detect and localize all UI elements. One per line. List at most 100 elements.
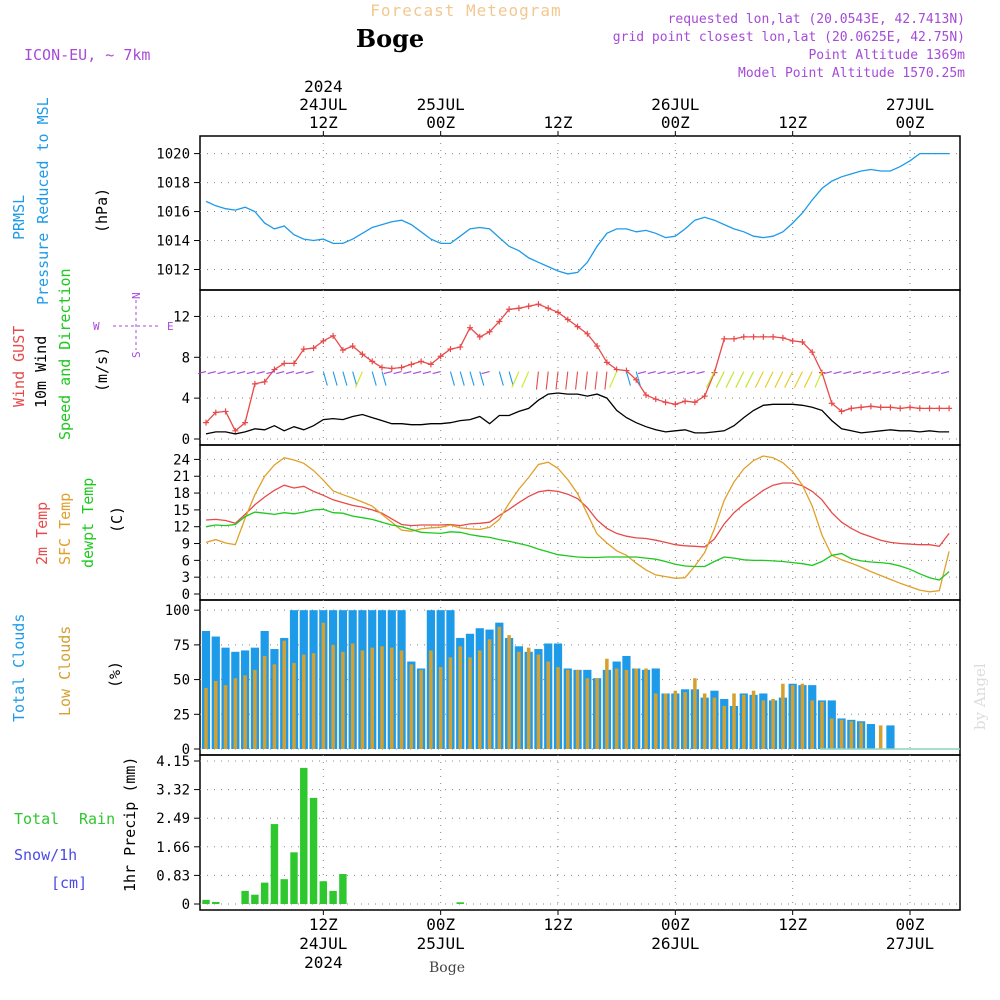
low-cloud-bar — [409, 664, 414, 749]
low-cloud-bar — [693, 678, 697, 749]
gust-line-marker — [643, 392, 649, 399]
low-cloud-bar — [859, 722, 863, 749]
wind-direction-arrow — [635, 371, 641, 386]
gust-line-marker — [867, 403, 874, 410]
wind-direction-arrow — [705, 371, 715, 388]
wind-direction-arrow — [764, 371, 774, 388]
bottom-time-label: 12Z — [544, 915, 573, 934]
wind-direction-arrow — [735, 371, 745, 388]
low-cloud-bar — [878, 725, 883, 749]
compass-w: W — [93, 320, 100, 333]
cloud-labels: Total Clouds Low Clouds (%) — [10, 614, 124, 722]
label-prmsl: PRMSL — [10, 195, 28, 240]
gust-line-marker — [291, 360, 297, 367]
low-cloud-bar — [556, 667, 560, 749]
top-time-label: 24JUL — [299, 95, 347, 114]
ytick-label-temp: 24 — [173, 452, 190, 468]
wind-direction-arrow — [459, 371, 465, 386]
rain-bar — [270, 824, 279, 904]
rain-bar — [251, 894, 259, 904]
wind-direction-arrow — [535, 371, 539, 390]
low-cloud-bar — [673, 690, 678, 749]
rain-bar — [290, 852, 298, 904]
low-cloud-bar — [820, 701, 824, 749]
wind-direction-arrow — [207, 371, 216, 375]
gust-line-marker — [369, 358, 376, 365]
wind-direction-arrow — [246, 371, 256, 375]
low-cloud-bar — [272, 664, 277, 749]
panel-frame-pressure — [199, 135, 961, 291]
low-cloud-bar — [644, 668, 648, 749]
model-name: ICON-EU, ~ 7km — [24, 46, 150, 64]
point-altitude: Point Altitude 1369m — [808, 48, 965, 63]
gust-line-marker — [731, 335, 737, 342]
gust-line-marker — [946, 405, 953, 412]
ytick-label-temp: 0 — [182, 587, 190, 603]
label-wind-gust: Wind GUST — [10, 326, 28, 407]
low-cloud-bar — [204, 687, 208, 749]
gust-line-marker — [838, 408, 845, 415]
low-cloud-bar — [751, 690, 756, 749]
label-snow: Snow/1h — [14, 846, 77, 864]
low-cloud-bar — [585, 678, 590, 749]
gust-line-marker — [525, 303, 532, 310]
low-cloud-bar — [380, 646, 384, 749]
label-total-clouds: Total Clouds — [10, 614, 28, 722]
low-cloud-bar — [243, 675, 247, 749]
wind-direction-arrow — [371, 371, 377, 386]
bottom-time-label: 12Z — [778, 915, 807, 934]
wind-direction-arrow — [332, 371, 338, 386]
wind-direction-arrow — [676, 371, 686, 375]
ytick-label-pressure: 1020 — [156, 147, 190, 163]
wind-direction-arrow — [217, 371, 226, 375]
wind-direction-arrow — [575, 371, 579, 390]
gust-line-marker — [349, 343, 356, 350]
low-cloud-bar — [702, 693, 707, 749]
gust-line-marker — [770, 333, 777, 340]
ytick-label-pressure: 1016 — [156, 205, 190, 221]
low-cloud-bar — [302, 654, 306, 749]
low-cloud-bar — [536, 654, 541, 749]
gust-line-marker — [887, 404, 894, 411]
ytick-label-precip: 0.83 — [156, 868, 190, 884]
ytick-label-cloud: 75 — [173, 638, 190, 654]
wind-direction-arrow — [197, 371, 207, 375]
rain-bar — [309, 797, 318, 904]
low-cloud-bar — [624, 669, 629, 749]
gust-line-marker — [603, 359, 610, 366]
wind-direction-arrow — [354, 371, 363, 388]
gust-line-marker — [486, 328, 493, 335]
wind-direction-arrow — [403, 371, 412, 375]
bottom-time-label: 2024 — [304, 953, 343, 972]
wind-direction-arrow — [555, 371, 559, 390]
low-cloud-bar — [438, 667, 443, 749]
gust-line-marker — [682, 398, 689, 405]
wind-direction-arrow — [322, 371, 328, 386]
wind-direction-arrow — [594, 371, 598, 390]
watermark: by Angel — [971, 663, 989, 730]
low-cloud-bar — [292, 662, 296, 749]
ytick-label-temp: 18 — [173, 486, 190, 502]
low-cloud-bar — [214, 680, 218, 749]
gust-line-marker — [877, 404, 884, 411]
gust-line-marker — [789, 337, 796, 344]
low-cloud-bar — [830, 718, 834, 749]
wind-direction-arrow — [872, 371, 881, 375]
gust-line-marker — [760, 333, 767, 340]
wind-direction-arrow — [412, 371, 422, 375]
low-cloud-bar — [458, 646, 462, 749]
ytick-label-temp: 21 — [173, 469, 190, 485]
low-cloud-bar — [546, 661, 550, 749]
gust-line-marker — [907, 404, 913, 411]
top-time-label: 00Z — [426, 113, 455, 132]
bottom-time-label: 00Z — [661, 915, 690, 934]
low-cloud-bar — [526, 647, 531, 749]
wind-direction-arrow — [823, 371, 832, 375]
gust-line-marker — [858, 404, 865, 411]
gust-line-marker — [242, 419, 249, 426]
rain-bar — [456, 902, 464, 904]
gust-line-marker — [828, 400, 835, 407]
wind-direction-arrow — [647, 371, 656, 375]
wind-direction-arrow — [911, 371, 920, 375]
bottom-time-label: 00Z — [896, 915, 925, 934]
